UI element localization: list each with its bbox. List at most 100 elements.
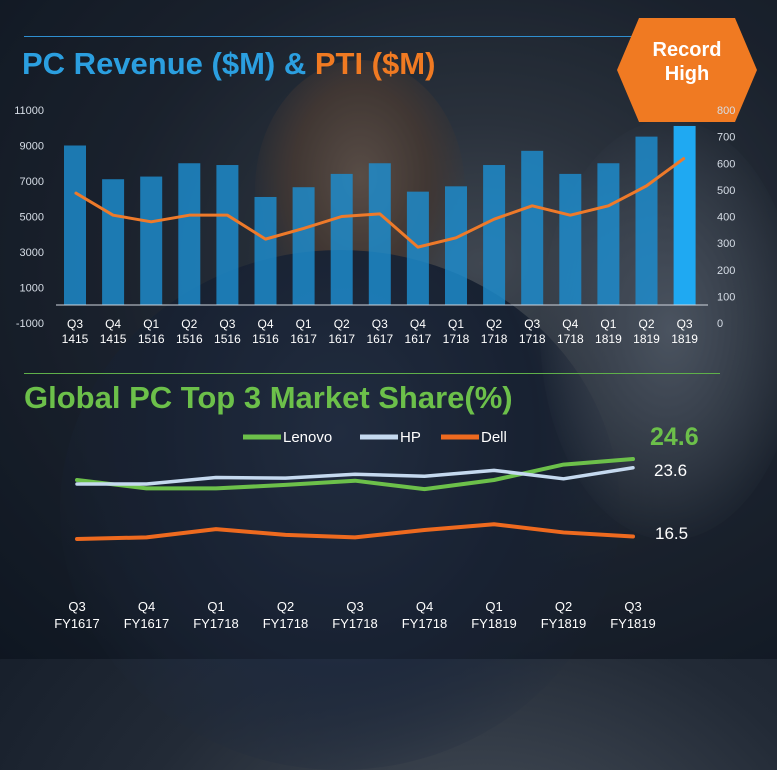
right-axis-tick: 400 [717,212,735,224]
revenue-chart-title: PC Revenue ($M) & PTI ($M) [22,46,435,82]
revenue-year-label: 1516 [214,332,241,346]
revenue-quarter-label: Q1 [143,317,159,331]
share-line-dell [75,522,635,541]
dell-end-label: 16.5 [655,524,688,543]
revenue-year-label: 1617 [366,332,393,346]
revenue-year-label: 1718 [557,332,584,346]
revenue-bar [445,186,467,305]
revenue-bar [292,187,315,305]
pti-point [417,246,419,248]
pti-point [150,221,152,223]
pti-point [112,214,114,216]
revenue-year-label: 1516 [176,332,203,346]
right-axis-tick: 800 [717,105,735,117]
share-year-label: FY1819 [541,616,587,631]
right-axis-tick: 500 [717,185,735,197]
revenue-bar [521,150,544,305]
lenovo-end-label: 24.6 [650,423,699,451]
pti-point [226,214,228,216]
revenue-bar [368,163,391,305]
share-year-label: FY1819 [471,616,517,631]
revenue-quarter-label: Q1 [600,317,616,331]
revenue-year-label: 1415 [62,332,89,346]
legend-label-dell: Dell [481,429,507,446]
revenue-year-label: 1415 [100,332,127,346]
share-year-label: FY1718 [402,616,448,631]
share-quarter-label: Q3 [624,599,641,614]
revenue-year-label: 1819 [633,332,660,346]
revenue-bar [140,176,163,305]
share-quarter-label: Q2 [277,599,294,614]
left-axis-tick: -1000 [16,318,44,330]
share-year-label: FY1819 [610,616,656,631]
revenue-title-part: PC Revenue ($M) & [22,46,315,81]
hp-end-label: 23.6 [654,461,687,480]
right-axis-tick: 600 [717,158,735,170]
revenue-year-label: 1617 [290,332,317,346]
left-axis-tick: 5000 [20,212,44,224]
revenue-bar [330,173,353,305]
revenue-quarter-label: Q2 [181,317,197,331]
right-axis-tick: 300 [717,238,735,250]
revenue-quarter-label: Q4 [105,317,121,331]
pti-point [684,157,686,159]
revenue-bar [483,165,506,305]
revenue-bar [64,145,86,305]
middle-divider [24,373,720,374]
left-axis-tick: 7000 [20,176,44,188]
pti-title-part: PTI ($M) [314,46,436,81]
right-axis-tick: 100 [717,291,735,303]
revenue-quarter-label: Q1 [448,317,464,331]
revenue-quarter-label: Q4 [562,317,578,331]
revenue-bar [673,125,696,305]
revenue-quarter-label: Q4 [257,317,273,331]
share-quarter-label: Q2 [555,599,572,614]
revenue-quarter-label: Q4 [410,317,426,331]
revenue-year-label: 1617 [328,332,355,346]
market-share-title: Global PC Top 3 Market Share(%) [24,380,513,415]
pti-point [341,216,343,217]
revenue-bar [216,165,239,305]
revenue-quarter-label: Q2 [486,317,502,331]
legend-label-lenovo: Lenovo [283,429,332,446]
share-quarter-label: Q4 [138,599,155,614]
revenue-year-label: 1718 [519,332,546,346]
revenue-bar [254,196,277,305]
market-share-chart: Lenovo HP Dell 24.6 23.6 16.5 Q3 FY1617 Q4 FY1617… [54,423,699,631]
share-quarter-label: Q1 [207,599,224,614]
pti-point [74,192,76,194]
revenue-quarter-label: Q3 [219,317,235,331]
revenue-bar [178,163,201,305]
revenue-pti-chart: 1100090007000500030001000-10008007006005… [14,105,735,346]
share-quarter-label: Q1 [485,599,502,614]
revenue-year-label: 1516 [138,332,165,346]
badge-shape [617,18,757,122]
share-quarter-label: Q3 [68,599,85,614]
pti-point [188,214,190,216]
revenue-year-label: 1819 [595,332,622,346]
left-axis-tick: 11000 [14,105,44,117]
revenue-year-label: 1819 [671,332,698,346]
revenue-quarter-label: Q2 [334,317,350,331]
pti-point [531,205,533,207]
revenue-bar [635,136,658,305]
share-year-label: FY1718 [332,616,378,631]
share-line-hp [75,466,635,486]
revenue-quarter-label: Q1 [296,317,312,331]
right-axis-tick: 200 [717,265,735,277]
pti-point [303,227,305,229]
pti-point [455,237,457,239]
share-line-lenovo [75,457,635,492]
share-quarter-label: Q3 [346,599,363,614]
revenue-quarter-label: Q3 [67,317,83,331]
share-year-label: FY1617 [54,616,100,631]
badge-line-2: High [664,63,710,85]
share-year-label: FY1718 [263,616,309,631]
revenue-bar [559,173,582,305]
pti-point [646,185,647,187]
badge-line-1: Record [652,39,722,61]
left-axis-tick: 1000 [20,283,44,295]
pti-point [493,218,495,220]
left-axis-tick: 9000 [20,141,44,153]
revenue-year-label: 1718 [443,332,470,346]
